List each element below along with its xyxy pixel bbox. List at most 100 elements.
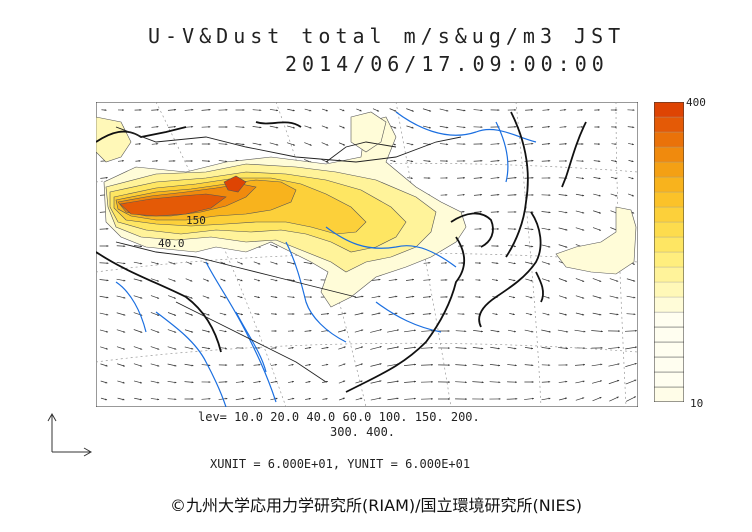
wind-vector-head [414,329,416,332]
wind-vector-head [174,330,177,333]
wind-vector-head [275,380,278,383]
contour-label-150: 150 [186,214,206,227]
wind-vector-head [582,380,585,383]
wind-vector-head [463,143,466,146]
wind-vector-head [465,398,467,401]
wind-vector-head [106,245,109,247]
wind-vector-head [411,143,414,146]
wind-vector-head [600,346,603,349]
wind-vector-head [514,176,517,179]
wind-vector-head [310,262,313,265]
dust-level-20 [96,116,132,163]
wind-vector-head [326,363,329,366]
wind-vector-head [308,380,311,383]
wind-vector-head [225,108,228,111]
wind-vector-head [600,363,603,366]
wind-vector-head [207,330,210,333]
wind-vector-head [580,108,583,111]
wind-vector-head [393,143,396,146]
wind-vector-head [498,381,501,384]
wind-vector-head [208,143,211,145]
wind-vector-head [225,143,228,146]
wind-vector-head [291,363,294,366]
wind-vector-head [530,313,533,316]
wind-vector [591,330,603,332]
wind-vector-head [618,330,620,333]
wind-vector [387,380,399,384]
wind-vector-head [377,109,380,112]
wind-vector-head [225,397,228,400]
wind-vector-head [548,262,551,265]
color-bar [654,102,684,402]
wind-vector-head [497,330,500,333]
wind-vector-head [498,397,501,400]
wind-vector-head [240,313,243,316]
wind-vector-head [208,347,211,350]
wind-vector-head [514,330,516,333]
wind-vector-head [429,109,432,112]
wind-vector-head [310,296,312,299]
wind-vector-head [495,313,498,316]
wind-vector-head [240,262,243,265]
wind-vector-head [258,330,260,333]
wind-vector-head [360,380,363,383]
dust-level-10-pacific [555,206,637,275]
wind-vector-head [462,279,464,281]
wind-vector-head [531,330,534,333]
wind-vector-head [445,295,448,298]
wind-vector-head [325,109,328,112]
wind-vector-head [105,176,108,179]
wind-vector-head [615,194,618,197]
wind-vector-head [174,313,177,316]
wind-vector-head [105,381,108,384]
wind-vector [472,364,484,366]
reference-arrow [47,412,93,457]
vector-units: XUNIT = 6.000E+01, YUNIT = 6.000E+01 [210,457,471,471]
wind-vector-head [157,314,160,316]
wind-vector-head [395,295,398,298]
wind-vector-head [497,142,500,145]
wind-vector-head [514,228,517,231]
wind-vector-head [633,279,636,282]
wind-vector-head [581,143,584,145]
wind-vector-head [497,210,500,213]
wind-vector-head [106,227,109,230]
wind-vector-head [616,313,619,316]
contour-label-40: 40.0 [158,237,185,250]
wind-vector-head [547,108,550,111]
wind-vector [625,363,637,367]
wind-vector-head [105,398,108,401]
wind-vector-head [395,278,398,281]
wind-vector [625,379,637,385]
wind-vector-head [480,193,483,196]
wind-vector-head [191,142,193,145]
wind-vector-head [532,397,534,400]
wind-vector-head [138,159,141,162]
wind-vector-head [564,108,567,111]
wind-vector [591,363,603,367]
wind-vector-head [139,125,142,128]
wind-vector-head [582,296,585,299]
wind-vector-head [309,109,312,112]
dust-concentration-shading [96,111,637,308]
wind-vector-head [275,262,278,265]
wind-vector-head [291,380,294,383]
wind-vector-head [414,346,416,349]
wind-vector-head [428,261,431,264]
wind-vector-head [191,381,194,384]
wind-vector-head [361,346,363,349]
wind-vector-head [156,262,159,265]
chart-datetime: 2014/06/17.09:00:00 [285,52,609,76]
wind-vector-head [634,346,637,349]
color-bar-cell-low [654,386,684,402]
wind-vector-head [429,312,432,315]
wind-vector [455,381,467,383]
wind-vector-head [258,262,261,265]
coastlines [96,111,587,393]
wind-vector-head [548,142,551,145]
wind-vector-head [448,364,450,367]
wind-vector-head [480,126,483,129]
wind-vector-head [122,381,125,384]
wind-vector-head [565,279,568,282]
wind-vector-head [481,364,484,367]
